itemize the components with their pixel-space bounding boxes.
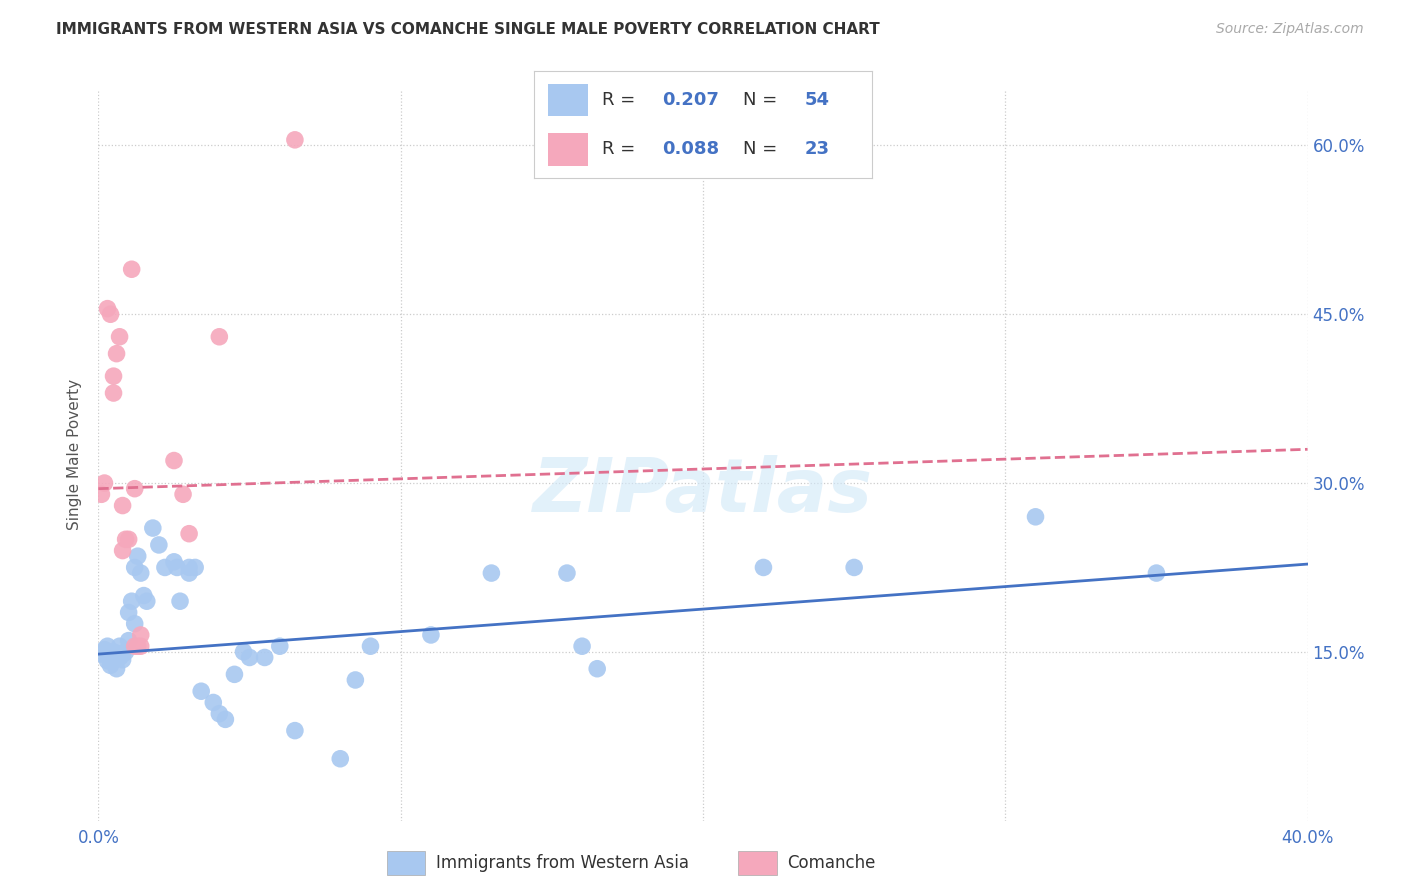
Point xyxy=(105,662,128,676)
Point xyxy=(108,639,131,653)
Point xyxy=(111,499,134,513)
Text: Comanche: Comanche xyxy=(787,854,876,872)
Point xyxy=(124,639,146,653)
Point xyxy=(752,560,775,574)
Text: IMMIGRANTS FROM WESTERN ASIA VS COMANCHE SINGLE MALE POVERTY CORRELATION CHART: IMMIGRANTS FROM WESTERN ASIA VS COMANCHE… xyxy=(56,22,880,37)
Point xyxy=(118,633,141,648)
Point xyxy=(124,482,146,496)
Point xyxy=(172,487,194,501)
Point xyxy=(239,650,262,665)
Point xyxy=(96,639,118,653)
Text: R =: R = xyxy=(602,141,641,159)
Point xyxy=(124,616,146,631)
Point xyxy=(103,369,125,384)
Point xyxy=(1144,566,1167,580)
Text: 0.088: 0.088 xyxy=(662,141,720,159)
Point xyxy=(100,307,122,321)
Point xyxy=(190,684,212,698)
Point xyxy=(135,594,157,608)
Point xyxy=(153,560,176,574)
Point xyxy=(360,639,382,653)
Point xyxy=(100,658,122,673)
Point xyxy=(108,650,131,665)
Point xyxy=(284,133,307,147)
Point xyxy=(166,560,188,574)
Point xyxy=(127,639,149,653)
Text: N =: N = xyxy=(744,141,783,159)
Point xyxy=(169,594,191,608)
Point xyxy=(114,645,136,659)
Point xyxy=(163,453,186,467)
Point xyxy=(105,647,128,661)
Point xyxy=(214,712,236,726)
Point xyxy=(111,543,134,558)
Point xyxy=(179,560,201,574)
Point xyxy=(90,647,112,661)
Point xyxy=(586,662,609,676)
Point xyxy=(124,560,146,574)
Point xyxy=(148,538,170,552)
Point xyxy=(224,667,246,681)
Point xyxy=(90,487,112,501)
Point xyxy=(329,752,352,766)
Point xyxy=(129,628,152,642)
Point xyxy=(114,533,136,547)
Point xyxy=(132,589,155,603)
Bar xyxy=(548,134,588,166)
Point xyxy=(571,639,593,653)
Text: Immigrants from Western Asia: Immigrants from Western Asia xyxy=(436,854,689,872)
Text: 54: 54 xyxy=(804,91,830,109)
Point xyxy=(105,346,128,360)
Point xyxy=(844,560,866,574)
Point xyxy=(96,301,118,316)
Point xyxy=(118,606,141,620)
Y-axis label: Single Male Poverty: Single Male Poverty xyxy=(67,379,83,531)
Bar xyxy=(387,851,425,875)
Point xyxy=(253,650,276,665)
Point xyxy=(284,723,307,738)
Point xyxy=(420,628,443,642)
Text: ZIPatlas: ZIPatlas xyxy=(533,455,873,528)
Bar xyxy=(548,84,588,116)
Point xyxy=(555,566,578,580)
Point xyxy=(100,650,122,665)
Point xyxy=(96,654,118,668)
Point xyxy=(202,696,225,710)
Point xyxy=(269,639,291,653)
Text: N =: N = xyxy=(744,91,783,109)
Point xyxy=(179,566,201,580)
Point xyxy=(129,566,152,580)
Point xyxy=(232,645,254,659)
Bar xyxy=(738,851,778,875)
Point xyxy=(103,645,125,659)
Point xyxy=(184,560,207,574)
Point xyxy=(108,330,131,344)
Text: 23: 23 xyxy=(804,141,830,159)
Point xyxy=(121,594,143,608)
Point xyxy=(208,330,231,344)
Point xyxy=(103,386,125,401)
Point xyxy=(481,566,503,580)
Point xyxy=(1024,509,1046,524)
Point xyxy=(344,673,367,687)
Point xyxy=(179,526,201,541)
Point xyxy=(208,706,231,721)
Point xyxy=(93,642,115,657)
Point xyxy=(111,653,134,667)
Point xyxy=(121,262,143,277)
Text: 0.207: 0.207 xyxy=(662,91,720,109)
Text: R =: R = xyxy=(602,91,641,109)
Text: Source: ZipAtlas.com: Source: ZipAtlas.com xyxy=(1216,22,1364,37)
Point xyxy=(93,476,115,491)
Point xyxy=(142,521,165,535)
Point xyxy=(118,533,141,547)
Point xyxy=(111,647,134,661)
Point xyxy=(129,639,152,653)
Point xyxy=(163,555,186,569)
Point xyxy=(127,549,149,564)
